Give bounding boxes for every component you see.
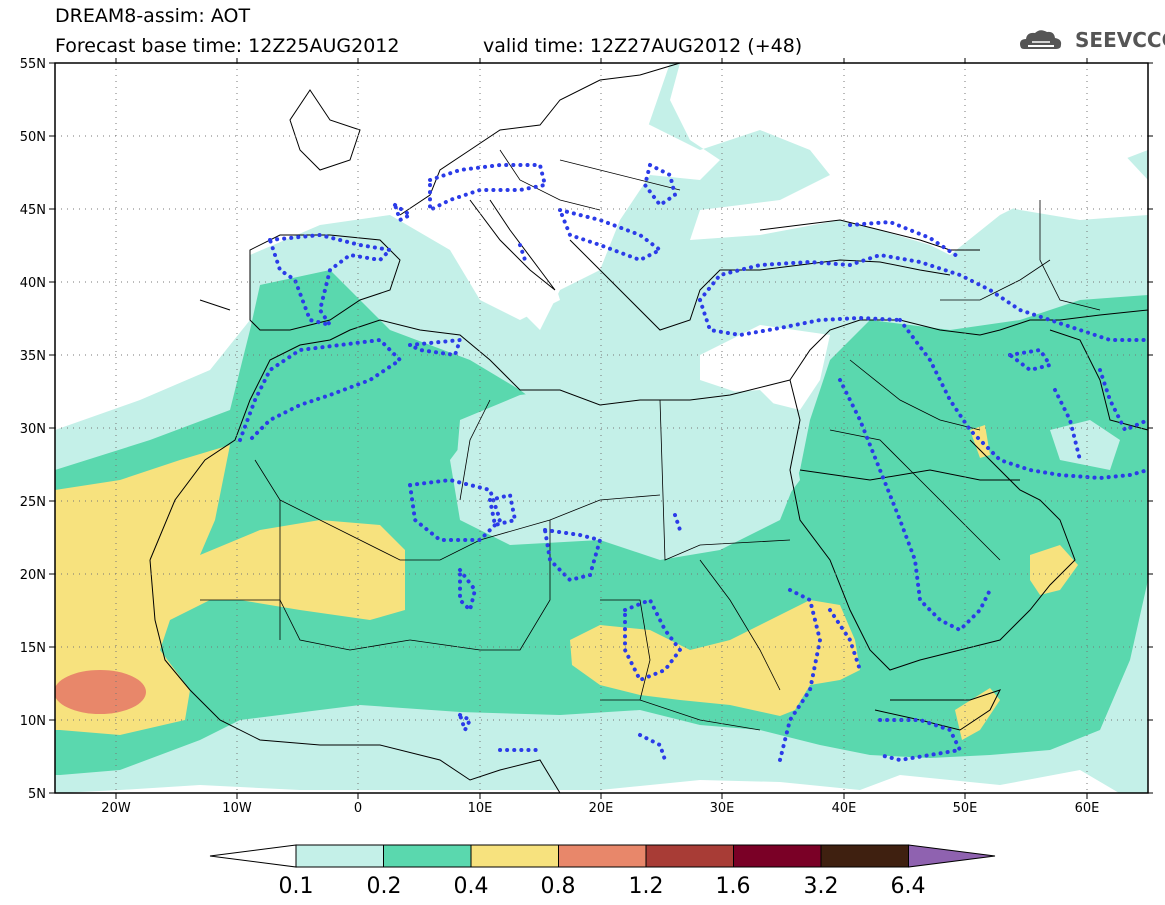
lat-label: 50N [20,130,46,145]
aot-level-0.8 [55,670,146,714]
aot-level-0.4-west [55,445,405,735]
valid-time: valid time: 12Z27AUG2012 (+48) [483,35,803,57]
lat-label: 55N [20,57,46,72]
aot-level-0.4-gulf [970,425,990,458]
colorbar-label: 0.4 [454,874,489,899]
lat-label: 20N [20,568,46,583]
cloud-icon [1020,30,1062,49]
colorbar-labels: 0.1 0.2 0.4 0.8 1.2 1.6 3.2 6.4 [279,874,926,899]
lat-labels: 55N 50N 45N 40N 35N 30N 25N 20N 15N 10N … [20,57,46,802]
lat-label: 35N [20,349,46,364]
coastlines [149,62,1149,794]
map-title: DREAM8-assim: AOT [55,5,251,27]
aot-level-0.4-oman [1030,545,1078,595]
lat-label: 10N [20,714,46,729]
seevccc-logo: SEEVCCC [1075,28,1165,52]
colorbar-label: 1.6 [716,874,751,899]
lat-label: 25N [20,495,46,510]
lon-labels: 20W 10W 0 10E 20E 30E 40E 50E 60E [101,801,1099,816]
colorbar-swatch [645,844,734,868]
colorbar-label: 0.2 [367,874,402,899]
lon-label: 10W [222,801,252,816]
colorbar-arrow-low [209,844,297,868]
aot-fields [55,63,1148,793]
lat-label: 30N [20,422,46,437]
lat-label: 40N [20,276,46,291]
aot-level-0.2 [55,270,1148,775]
lat-label: 15N [20,641,46,656]
lon-label: 10E [468,801,493,816]
aot-gap-mideast [930,110,1148,220]
borders [200,149,1101,731]
aot-gap-east-med [700,325,830,410]
colorbar-swatch [470,844,559,868]
colorbar-label: 1.2 [629,874,664,899]
aot-0.2-contour [238,162,1150,763]
colorbar-arrow-high [908,844,996,868]
lon-label: 0 [354,801,362,816]
lat-label: 5N [28,787,46,802]
aot-level-0.4-somalia [955,688,1000,740]
lat-label: 45N [20,203,46,218]
lon-label: 20E [589,801,614,816]
aot-level-0.4-sahel [570,600,860,716]
lon-label: 30E [710,801,735,816]
aot-gap-arabia-north [1050,420,1120,470]
lon-label: 50E [953,801,978,816]
lon-label: 40E [832,801,857,816]
colorbar-swatch [733,844,822,868]
colorbar-swatch [295,844,384,868]
colorbar-swatch [558,844,647,868]
colorbar-swatch [820,844,909,868]
lat-lon-grid [55,63,1148,793]
lon-label: 60E [1075,801,1100,816]
aot-colorbar [209,844,996,868]
colorbar-label: 0.1 [279,874,314,899]
colorbar-label: 0.8 [541,874,576,899]
forecast-base-time: Forecast base time: 12Z25AUG2012 [55,35,400,57]
lon-label: 20W [101,801,131,816]
aot-gap-libya [455,385,800,555]
colorbar-swatch [383,844,472,868]
colorbar-label: 3.2 [804,874,839,899]
axis-ticks [49,58,1153,799]
colorbar-label: 6.4 [891,874,926,899]
